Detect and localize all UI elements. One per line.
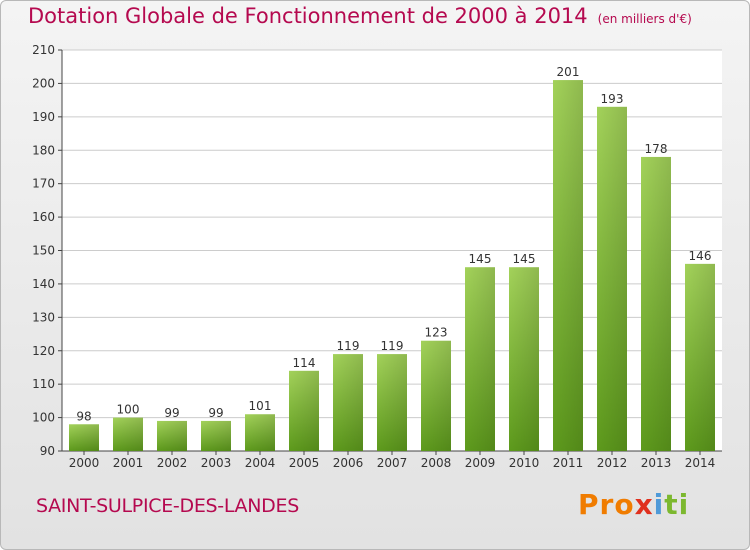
bar-shade	[201, 420, 231, 451]
x-tick-label: 2006	[333, 456, 364, 470]
logo-part: ti	[664, 488, 690, 521]
x-tick-label: 2005	[289, 456, 320, 470]
bar-shade	[377, 354, 407, 451]
bar-shade	[289, 370, 319, 451]
data-label: 193	[601, 92, 624, 106]
data-label: 114	[293, 356, 316, 370]
x-tick-label: 2012	[597, 456, 628, 470]
chart-title: Dotation Globale de Fonctionnement de 20…	[28, 4, 692, 28]
x-tick-label: 2004	[245, 456, 276, 470]
data-label: 145	[469, 252, 492, 266]
bar-shade	[641, 156, 671, 451]
bar-shade	[509, 267, 539, 451]
data-label: 100	[117, 403, 140, 417]
data-label: 101	[249, 399, 272, 413]
bar-shade	[465, 267, 495, 451]
y-tick-label: 160	[32, 210, 55, 224]
data-label: 178	[645, 142, 668, 156]
data-label: 146	[689, 249, 712, 263]
y-tick-label: 110	[32, 377, 55, 391]
data-label: 123	[425, 326, 448, 340]
x-tick-label: 2014	[685, 456, 716, 470]
bar-shade	[333, 354, 363, 451]
y-tick-label: 170	[32, 177, 55, 191]
y-tick-label: 190	[32, 110, 55, 124]
x-tick-label: 2009	[465, 456, 496, 470]
y-tick-label: 210	[32, 43, 55, 57]
x-tick-label: 2002	[157, 456, 188, 470]
bar-shade	[685, 263, 715, 451]
logo-part: x	[634, 488, 654, 521]
y-tick-label: 120	[32, 344, 55, 358]
chart-title-text: Dotation Globale de Fonctionnement de 20…	[28, 4, 588, 28]
bar-shade	[553, 80, 583, 451]
y-tick-label: 100	[32, 411, 55, 425]
x-tick-label: 2003	[201, 456, 232, 470]
bar-shade	[245, 414, 275, 451]
data-label: 99	[208, 406, 223, 420]
x-tick-label: 2011	[553, 456, 584, 470]
data-label: 201	[557, 65, 580, 79]
y-tick-label: 90	[40, 444, 55, 458]
bar-shade	[113, 417, 143, 451]
chart-unit: (en milliers d'€)	[597, 12, 692, 26]
proxiti-logo: Proxiti	[578, 488, 689, 521]
bar-shade	[421, 340, 451, 451]
data-label: 99	[164, 406, 179, 420]
y-tick-label: 200	[32, 76, 55, 90]
logo-part: i	[653, 488, 665, 521]
logo-part: Pro	[578, 488, 635, 521]
data-label: 119	[337, 339, 360, 353]
x-tick-label: 2000	[69, 456, 100, 470]
x-tick-label: 2001	[113, 456, 144, 470]
commune-name: SAINT-SULPICE-DES-LANDES	[36, 495, 299, 517]
y-tick-label: 130	[32, 310, 55, 324]
data-label: 145	[513, 252, 536, 266]
x-tick-label: 2007	[377, 456, 408, 470]
data-label: 119	[381, 339, 404, 353]
data-label: 98	[76, 409, 91, 423]
bar-shade	[597, 106, 627, 451]
bar-shade	[69, 424, 99, 451]
x-tick-label: 2013	[641, 456, 672, 470]
y-tick-label: 150	[32, 244, 55, 258]
y-tick-label: 180	[32, 143, 55, 157]
x-tick-label: 2010	[509, 456, 540, 470]
bar-shade	[157, 420, 187, 451]
y-tick-label: 140	[32, 277, 55, 291]
x-tick-label: 2008	[421, 456, 452, 470]
